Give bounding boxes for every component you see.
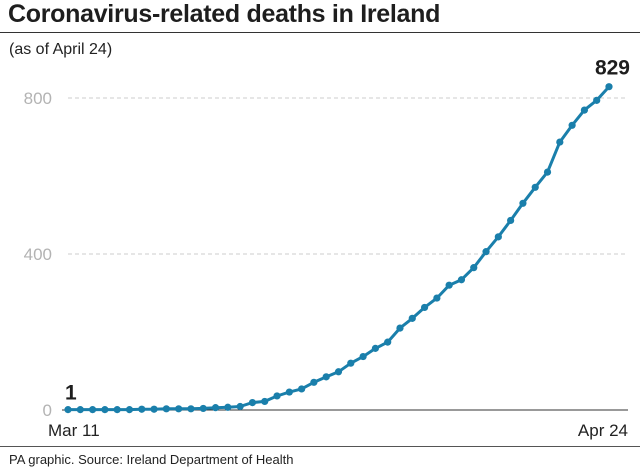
y-tick-label-400: 400 [24,245,52,264]
data-point [396,324,404,332]
data-point [580,106,589,114]
data-point [285,388,293,396]
data-point [101,406,109,414]
data-point [470,264,478,272]
data-point [150,405,158,413]
data-point [224,403,232,411]
series-deaths [64,83,613,414]
data-point [347,359,355,367]
data-point [76,406,84,414]
data-point [322,373,330,381]
data-point [211,404,220,412]
y-tick-label-800: 800 [24,89,52,108]
y-tick-label-0: 0 [43,401,52,420]
data-point [593,96,601,104]
data-point [433,294,441,302]
data-point [199,404,207,413]
data-point [543,168,552,176]
data-point [445,281,453,289]
data-point [310,378,318,386]
labels: 0 400 800 Mar 11 Apr 24 1 829 [24,57,630,440]
data-point [88,406,97,414]
data-point [125,406,134,414]
data-point [507,216,515,225]
chart-title: Coronavirus-related deaths in Ireland [8,0,441,28]
x-tick-label-end: Apr 24 [578,421,628,440]
chart-subtitle: (as of April 24) [9,41,113,58]
callout-start: 1 [65,382,77,405]
data-point [457,276,466,284]
x-tick-label-start: Mar 11 [48,421,100,440]
title-divider [0,32,640,33]
data-point [568,121,576,129]
gridlines [68,97,628,255]
data-point [384,338,392,346]
data-point [273,392,281,400]
data-point [531,183,539,191]
data-point [556,138,564,146]
data-point [162,405,170,413]
series-line [68,85,611,412]
source-note: PA graphic. Source: Ireland Department o… [9,452,294,467]
data-point [519,199,527,207]
data-point [359,352,367,361]
data-point [64,406,72,414]
data-point [494,233,502,241]
callout-end: 829 [595,57,630,80]
data-point [261,397,269,406]
data-point [408,314,416,322]
data-point [138,405,146,413]
data-point [236,402,244,411]
data-point [175,405,183,413]
data-point [248,398,257,407]
footer-divider [0,446,640,447]
data-point [187,405,195,413]
data-point [298,385,306,393]
data-point [482,248,490,256]
data-point [371,344,379,352]
data-point [113,406,121,414]
data-point [420,303,429,312]
data-point [605,83,613,91]
data-point [334,368,343,376]
